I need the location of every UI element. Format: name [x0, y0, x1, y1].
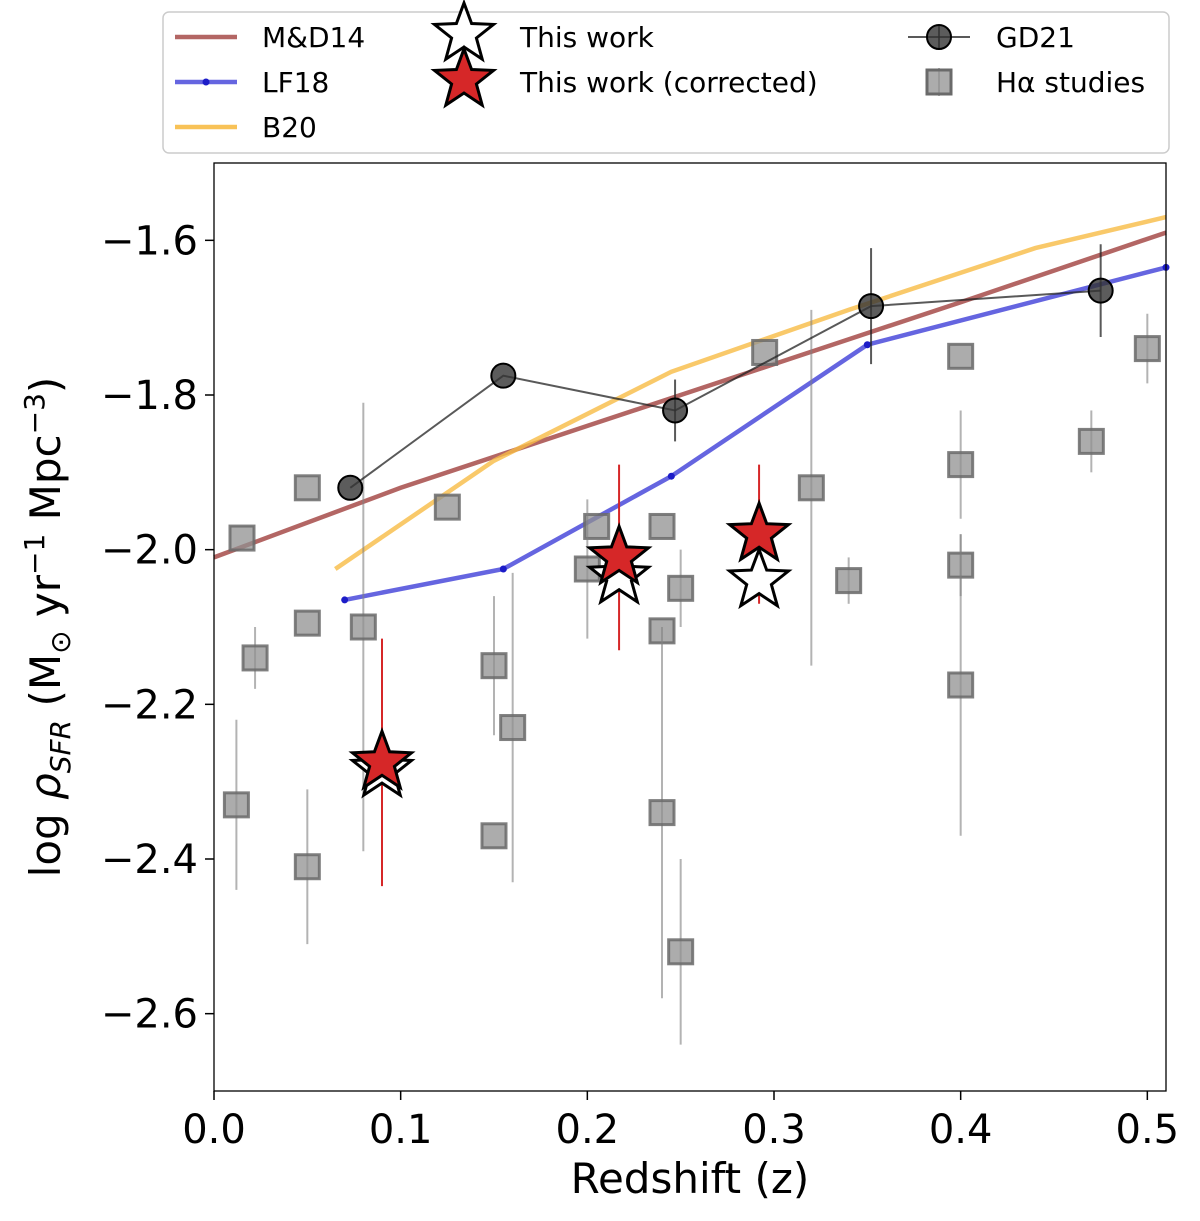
gd21-point — [858, 293, 885, 320]
halpha-point — [349, 613, 377, 641]
y-tick-label: −2.4 — [101, 837, 198, 883]
x-axis: 0.0 0.1 0.2 0.3 0.4 0.5 — [182, 1091, 1179, 1153]
halpha-point — [228, 524, 256, 552]
legend-box — [162, 11, 1170, 154]
x-tick-label: 0.4 — [929, 1107, 993, 1153]
halpha-point — [947, 342, 975, 370]
legend-marker-star-filled — [430, 44, 498, 109]
halpha-point — [667, 574, 695, 602]
y-tick-label: −1.8 — [101, 373, 198, 419]
halpha-point — [648, 512, 676, 540]
lf18-point — [667, 472, 675, 480]
legend-label-b20: B20 — [262, 111, 317, 144]
this-work-series — [348, 464, 793, 887]
lf18-point — [863, 341, 871, 349]
halpha-point — [293, 609, 321, 637]
svg-text:log ρSFR (M⊙ yr−1 Mpc−3): log ρSFR (M⊙ yr−1 Mpc−3) — [18, 377, 77, 878]
halpha-point — [947, 671, 975, 699]
halpha-point — [480, 822, 508, 850]
halpha-point — [1133, 335, 1161, 363]
halpha-point — [835, 567, 863, 595]
y-axis: −2.6 −2.4 −2.2 −2.0 −1.8 −1.6 — [101, 218, 214, 1038]
legend: M&D14 LF18 B20 This work This work (corr… — [162, 0, 1170, 154]
gd21-point — [490, 362, 517, 389]
lf18-series — [341, 263, 1170, 604]
y-tick-label: −2.0 — [101, 528, 198, 574]
gd21-line — [349, 289, 1101, 489]
halpha-series — [222, 309, 1161, 1045]
x-tick-label: 0.0 — [182, 1107, 246, 1153]
halpha-point — [947, 451, 975, 479]
legend-label-lf18: LF18 — [262, 66, 329, 99]
halpha-point — [648, 799, 676, 827]
this-work-point — [585, 541, 653, 606]
legend-item-gd21: GD21 — [908, 21, 1075, 54]
this-work-corrected-point — [348, 726, 416, 791]
x-tick-label: 0.2 — [556, 1107, 620, 1153]
legend-label-gd21: GD21 — [996, 21, 1075, 54]
this-work-point — [725, 545, 793, 610]
halpha-point — [499, 714, 527, 742]
halpha-point — [667, 938, 695, 966]
halpha-point — [797, 474, 825, 502]
halpha-point — [293, 853, 321, 881]
gd21-point — [1087, 277, 1114, 304]
lf18-point — [499, 565, 507, 573]
lf18-point — [341, 596, 349, 604]
y-tick-label: −2.2 — [101, 682, 198, 728]
x-tick-label: 0.3 — [742, 1107, 806, 1153]
legend-label-this-work: This work — [519, 21, 655, 54]
legend-item-lf18: LF18 — [175, 66, 329, 99]
x-axis-title: Redshift (z) — [571, 1154, 810, 1203]
halpha-point — [222, 791, 250, 819]
halpha-point — [751, 338, 779, 366]
halpha-point — [433, 493, 461, 521]
y-tick-label: −2.6 — [101, 992, 198, 1038]
legend-label-this-work-corrected: This work (corrected) — [519, 66, 818, 99]
halpha-point — [583, 512, 611, 540]
legend-item-this-work-corrected: This work (corrected) — [430, 44, 818, 109]
gd21-series — [337, 244, 1114, 501]
md14-line — [213, 230, 1167, 560]
this-work-corrected-point — [725, 498, 793, 563]
plot-frame — [213, 162, 1167, 1092]
gd21-point — [662, 397, 689, 424]
y-axis-title: log ρSFR (M⊙ yr−1 Mpc−3) — [18, 377, 77, 878]
md14-series — [213, 230, 1167, 560]
x-tick-label: 0.5 — [1116, 1107, 1180, 1153]
halpha-point — [241, 644, 269, 672]
legend-label-md14: M&D14 — [262, 21, 365, 54]
legend-item-b20: B20 — [175, 111, 317, 144]
legend-item-halpha: Hα studies — [925, 66, 1145, 99]
halpha-point — [1077, 427, 1105, 455]
legend-label-halpha: Hα studies — [996, 66, 1145, 99]
x-tick-label: 0.1 — [369, 1107, 433, 1153]
legend-item-md14: M&D14 — [175, 21, 365, 54]
this-work-corrected-point — [585, 522, 653, 586]
y-tick-label: −1.6 — [101, 218, 198, 264]
halpha-point — [293, 474, 321, 502]
halpha-point — [480, 652, 508, 680]
gd21-point — [337, 474, 364, 501]
